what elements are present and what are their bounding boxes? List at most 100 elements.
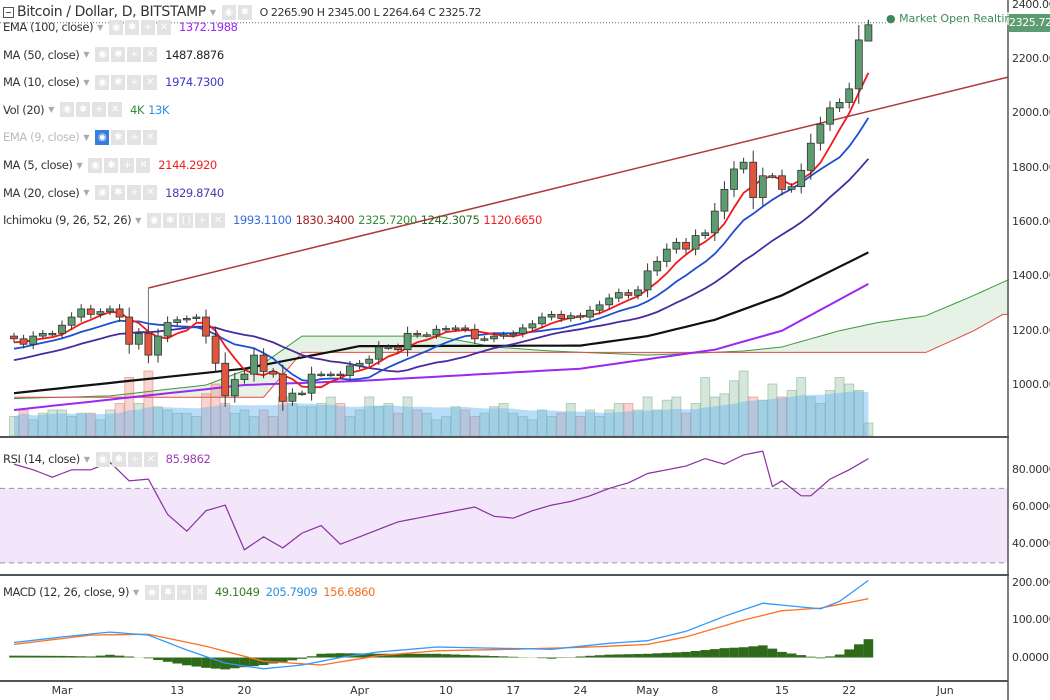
- chevron-down-icon[interactable]: ▼: [133, 587, 139, 597]
- close-icon[interactable]: ✕: [143, 185, 158, 201]
- eye-icon[interactable]: ◉: [108, 19, 123, 35]
- indicator-legend[interactable]: Ichimoku (9, 26, 52, 26) ▼ ◉ ✱{} + ✕ 1993.1100…: [3, 212, 542, 228]
- plus-icon[interactable]: +: [176, 584, 191, 600]
- macd-histogram-bar: [671, 652, 682, 658]
- plus-icon[interactable]: +: [127, 185, 142, 201]
- indicator-legend[interactable]: EMA (100, close) ▼ ◉ ✱ + ✕ 1372.1988: [3, 19, 238, 35]
- eye-icon[interactable]: ◉: [95, 47, 110, 63]
- chevron-down-icon[interactable]: ▼: [83, 77, 90, 87]
- macd-histogram-bar: [57, 655, 67, 658]
- gear-icon[interactable]: ✱: [111, 129, 126, 145]
- indicator-legend[interactable]: MA (10, close) ▼ ◉ ✱ + ✕ 1974.7300: [3, 74, 224, 90]
- macd-legend[interactable]: MACD (12, 26, close, 9) ▼ ◉ ✱ + ✕ 49.1049 2…: [3, 584, 375, 600]
- candle-body: [442, 328, 450, 331]
- close-icon[interactable]: ✕: [192, 584, 207, 600]
- macd-histogram-bar: [306, 656, 317, 658]
- macd-line: [13, 579, 869, 670]
- rsi-line: [13, 450, 869, 551]
- close-icon[interactable]: ✕: [143, 129, 158, 145]
- candle-body: [720, 188, 729, 212]
- gear-icon[interactable]: ✱: [160, 584, 175, 600]
- indicator-legend[interactable]: Vol (20) ▼ ◉ ✱ + ✕ 4K 13K: [3, 102, 169, 118]
- indicator-legend[interactable]: EMA (9, close) ▼ ◉ ✱ + ✕: [3, 129, 159, 145]
- close-icon[interactable]: ✕: [136, 157, 151, 173]
- gear-icon[interactable]: ✱: [111, 185, 126, 201]
- candle-body: [624, 292, 633, 296]
- close-icon[interactable]: ✕: [143, 74, 158, 90]
- candle-body: [576, 315, 585, 318]
- indicator-name: EMA (9, close): [3, 130, 80, 145]
- macd-histogram-bar: [777, 651, 787, 658]
- candle-body: [106, 308, 114, 313]
- chevron-down-icon[interactable]: ▼: [209, 7, 216, 17]
- eye-icon[interactable]: ◉: [95, 451, 110, 467]
- plus-icon[interactable]: +: [127, 47, 142, 63]
- chevron-down-icon[interactable]: ▼: [83, 188, 90, 198]
- indicator-name: MA (50, close): [3, 47, 80, 62]
- chevron-down-icon[interactable]: ▼: [97, 22, 103, 32]
- candle-body: [662, 248, 671, 262]
- eye-icon[interactable]: ◉: [95, 185, 110, 201]
- close-icon[interactable]: ✕: [143, 47, 158, 63]
- candle-body: [221, 362, 230, 397]
- gear-icon[interactable]: ✱: [111, 74, 126, 90]
- plus-icon[interactable]: +: [92, 102, 107, 118]
- collapse-icon[interactable]: [3, 6, 14, 18]
- gear-icon[interactable]: ✱: [111, 451, 126, 467]
- ema100-line: [13, 283, 869, 411]
- plus-icon[interactable]: +: [194, 212, 209, 228]
- plus-icon[interactable]: +: [140, 19, 155, 35]
- gear-icon[interactable]: ✱: [104, 157, 119, 173]
- plus-icon[interactable]: +: [127, 451, 142, 467]
- eye-icon[interactable]: ◉: [221, 4, 236, 20]
- gear-icon[interactable]: ✱: [237, 4, 252, 20]
- eye-icon[interactable]: ◉: [88, 157, 103, 173]
- candle-body: [144, 332, 153, 356]
- close-icon[interactable]: ✕: [143, 451, 158, 467]
- candle-body: [547, 313, 556, 318]
- rsi-axis-label: 40.0000: [1012, 537, 1050, 551]
- rsi-legend[interactable]: RSI (14, close) ▼ ◉ ✱ + ✕ 85.9862: [3, 451, 211, 467]
- plus-icon[interactable]: +: [120, 157, 135, 173]
- chevron-down-icon[interactable]: ▼: [83, 50, 90, 60]
- source-code-icon[interactable]: {}: [178, 212, 193, 228]
- candle-body: [701, 232, 710, 236]
- gear-icon[interactable]: ✱: [111, 47, 126, 63]
- eye-icon[interactable]: ◉: [60, 102, 75, 118]
- indicator-legend[interactable]: MA (20, close) ▼ ◉ ✱ + ✕ 1829.8740: [3, 185, 224, 201]
- macd-histogram-bar: [38, 655, 48, 658]
- chevron-down-icon[interactable]: ▼: [76, 160, 83, 170]
- macd-histogram-bar: [354, 653, 365, 658]
- indicator-value: 1829.8740: [165, 185, 224, 200]
- gear-icon[interactable]: ✱: [162, 212, 177, 228]
- gear-icon[interactable]: ✱: [76, 102, 91, 118]
- eye-icon[interactable]: ◉: [146, 212, 161, 228]
- chevron-down-icon[interactable]: ▼: [83, 132, 90, 142]
- ichimoku-cloud: [14, 271, 1050, 399]
- eye-icon[interactable]: ◉: [95, 74, 110, 90]
- eye-icon[interactable]: ◉: [144, 584, 159, 600]
- close-icon[interactable]: ✕: [210, 212, 225, 228]
- eye-icon[interactable]: ◉: [95, 129, 110, 145]
- candle-body: [307, 373, 316, 394]
- candle-body: [182, 318, 191, 321]
- macd-histogram-bar: [719, 648, 730, 658]
- close-icon[interactable]: ✕: [156, 19, 171, 35]
- indicator-legend[interactable]: MA (5, close) ▼ ◉ ✱ + ✕ 2144.2920: [3, 157, 217, 173]
- chevron-down-icon[interactable]: ▼: [83, 454, 90, 464]
- macd-histogram-bar: [758, 645, 768, 658]
- chevron-down-icon[interactable]: ▼: [135, 215, 141, 225]
- indicator-legend[interactable]: MA (50, close) ▼ ◉ ✱ + ✕ 1487.8876: [3, 47, 224, 63]
- symbol-legend[interactable]: Bitcoin / Dollar, D, BITSTAMP ▼ ◉ ✱ O 226…: [3, 4, 482, 20]
- plus-icon[interactable]: +: [127, 129, 142, 145]
- chevron-down-icon[interactable]: ▼: [48, 105, 55, 115]
- volume-ma-area: [14, 391, 869, 436]
- macd-histogram-bar: [249, 657, 259, 667]
- candle-body: [403, 332, 412, 351]
- gear-icon[interactable]: ✱: [124, 19, 139, 35]
- plus-icon[interactable]: +: [127, 74, 142, 90]
- close-icon[interactable]: ✕: [108, 102, 123, 118]
- candle-body: [653, 260, 662, 272]
- candle-body: [115, 308, 124, 318]
